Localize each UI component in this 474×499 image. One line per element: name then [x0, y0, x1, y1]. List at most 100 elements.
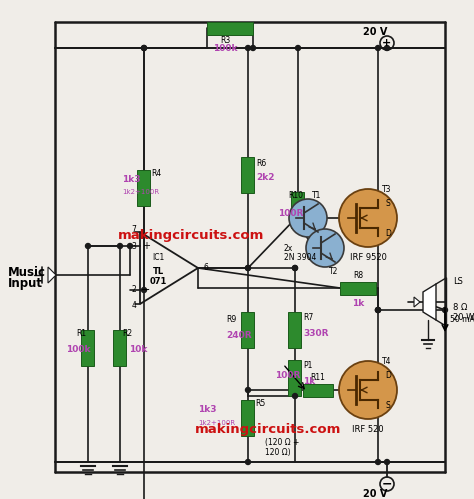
Text: R2: R2 [122, 329, 132, 338]
Circle shape [295, 45, 301, 50]
Bar [241, 400, 255, 436]
Text: 1k3: 1k3 [198, 406, 217, 415]
Bar [113, 330, 127, 366]
Text: 20 W: 20 W [453, 312, 474, 321]
Polygon shape [414, 297, 420, 307]
Text: 1k: 1k [352, 299, 364, 308]
Text: T2: T2 [329, 267, 338, 276]
Text: LS: LS [453, 277, 463, 286]
Bar [82, 330, 94, 366]
Text: TL: TL [153, 266, 164, 275]
Text: P1: P1 [303, 361, 312, 370]
Text: 3: 3 [132, 242, 137, 250]
Text: IRF 520: IRF 520 [352, 426, 384, 435]
Text: 2: 2 [132, 285, 137, 294]
Text: 20 V: 20 V [363, 27, 387, 37]
Text: 20 V: 20 V [363, 489, 387, 499]
Text: 4: 4 [132, 301, 137, 310]
Text: 1k2+100R: 1k2+100R [198, 420, 235, 426]
Circle shape [339, 361, 397, 419]
Text: R3: R3 [220, 35, 230, 44]
Polygon shape [48, 267, 56, 283]
Circle shape [246, 388, 250, 393]
Text: S: S [386, 401, 391, 410]
Text: 071: 071 [149, 277, 167, 286]
Text: R5: R5 [255, 400, 265, 409]
Text: R4: R4 [151, 170, 161, 179]
Text: (120 Ω +: (120 Ω + [265, 438, 300, 447]
Circle shape [375, 460, 381, 465]
Circle shape [118, 244, 122, 249]
Text: Input: Input [8, 277, 43, 290]
Text: 240R: 240R [226, 330, 252, 339]
Circle shape [142, 45, 146, 50]
Text: 1k: 1k [303, 378, 315, 387]
Text: S: S [386, 199, 391, 208]
Text: 2k2: 2k2 [256, 173, 274, 182]
Text: −: − [382, 478, 392, 491]
Text: 100R: 100R [278, 210, 303, 219]
Text: R8: R8 [353, 271, 363, 280]
Circle shape [246, 460, 250, 465]
Circle shape [289, 199, 327, 237]
Text: IRF 9520: IRF 9520 [349, 253, 386, 262]
Text: R6: R6 [256, 159, 266, 168]
Circle shape [375, 45, 381, 50]
Text: 100k: 100k [66, 345, 91, 354]
Circle shape [375, 307, 381, 312]
Text: D: D [385, 370, 391, 380]
Bar [303, 384, 333, 397]
Text: +: + [142, 241, 150, 251]
Text: 330R: 330R [303, 329, 328, 338]
Circle shape [443, 307, 447, 312]
Bar [292, 192, 304, 228]
Text: +: + [383, 38, 392, 48]
Circle shape [250, 45, 255, 50]
Circle shape [292, 394, 298, 399]
Text: IC1: IC1 [152, 253, 164, 262]
Text: 120 Ω): 120 Ω) [265, 448, 291, 457]
Text: 2x: 2x [284, 244, 293, 252]
Text: 10k: 10k [129, 345, 147, 354]
Text: Music: Music [8, 265, 46, 278]
Circle shape [292, 265, 298, 270]
Bar [207, 21, 253, 34]
Text: T1: T1 [312, 192, 321, 201]
Text: R7: R7 [303, 313, 313, 322]
Text: R1: R1 [76, 329, 86, 338]
Text: R11: R11 [310, 373, 326, 383]
Text: makingcircuits.com: makingcircuits.com [118, 229, 264, 242]
Bar [241, 157, 255, 193]
Bar [137, 170, 151, 206]
Bar [289, 312, 301, 348]
Text: 2N 3904: 2N 3904 [284, 253, 316, 262]
Circle shape [246, 45, 250, 50]
Text: 100R: 100R [275, 371, 301, 381]
Polygon shape [423, 284, 436, 320]
Bar [340, 281, 376, 294]
Text: makingcircuits.com: makingcircuits.com [195, 424, 341, 437]
Text: T4: T4 [382, 357, 392, 366]
Text: R9: R9 [226, 315, 236, 324]
Circle shape [384, 460, 390, 465]
Text: T3: T3 [382, 186, 392, 195]
Text: 8 Ω: 8 Ω [453, 302, 467, 311]
Circle shape [339, 189, 397, 247]
Circle shape [375, 307, 381, 312]
Circle shape [128, 244, 133, 249]
Circle shape [306, 229, 344, 267]
Text: 1k3: 1k3 [122, 176, 140, 185]
Text: R10: R10 [289, 192, 303, 201]
Text: 50 mA: 50 mA [450, 315, 474, 324]
Circle shape [142, 45, 146, 50]
Circle shape [292, 265, 298, 270]
Text: −: − [141, 285, 151, 295]
Text: 6: 6 [203, 263, 209, 272]
Bar [289, 360, 301, 396]
Text: D: D [385, 229, 391, 238]
Text: 100k: 100k [213, 43, 237, 52]
Circle shape [384, 45, 390, 50]
Circle shape [375, 307, 381, 312]
Bar [241, 312, 255, 348]
Text: 7: 7 [132, 226, 137, 235]
